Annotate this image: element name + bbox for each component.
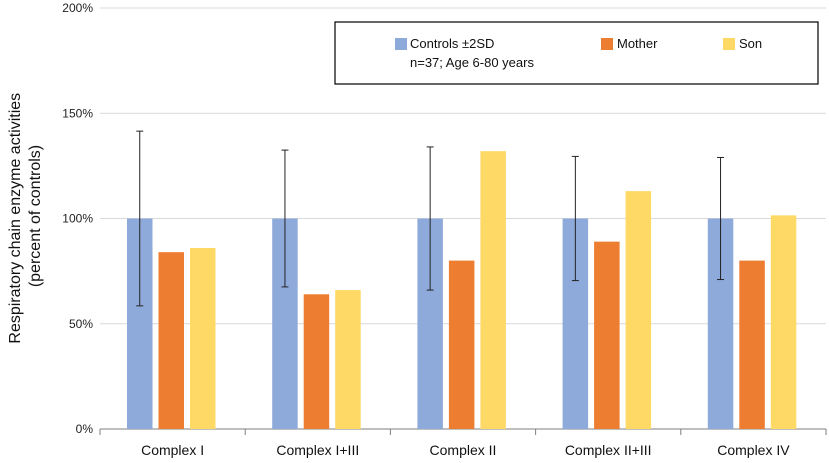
y-tick-label: 200% [62,1,93,15]
y-tick-label: 150% [62,106,93,120]
bar-son [480,151,506,429]
legend-label-son: Son [739,36,762,51]
bar-mother [303,294,330,429]
bar-son [625,191,652,429]
legend-box [334,21,819,85]
x-tick-label: Complex IV [717,442,790,458]
y-axis-title-line-1: Respiratory chain enzyme activities [7,93,24,344]
x-tick-label: Complex II [430,442,497,458]
legend-label-controls: Controls ±2SD [410,36,494,51]
bar-mother [739,260,765,429]
bars [127,130,797,429]
y-axis-title-line-2: (percent of controls) [27,145,44,287]
y-tick-label: 0% [76,422,94,436]
bar-son [335,290,361,429]
y-axis-title: Respiratory chain enzyme activities (per… [7,88,44,343]
legend-note: n=37; Age 6-80 years [410,55,534,70]
y-tick-label: 100% [62,212,93,226]
legend-label-mother: Mother [617,36,658,51]
legend-swatch-controls [395,38,407,50]
legend: Controls ±2SD n=37; Age 6-80 years Mothe… [334,21,819,85]
bar-mother [158,252,184,429]
bar-mother [594,241,620,429]
bar-son [190,247,216,429]
bar-son [770,215,797,429]
legend-swatch-son [723,38,735,50]
x-tick-label: Complex II+III [565,442,652,458]
category-labels: Complex I Complex I+III Complex II Complex … [141,442,790,458]
x-tick-label: Complex I [141,442,204,458]
x-tick-label: Complex I+III [276,442,359,458]
y-tick-label: 50% [69,317,93,331]
bar-mother [448,260,475,429]
legend-swatch-mother [601,38,613,50]
